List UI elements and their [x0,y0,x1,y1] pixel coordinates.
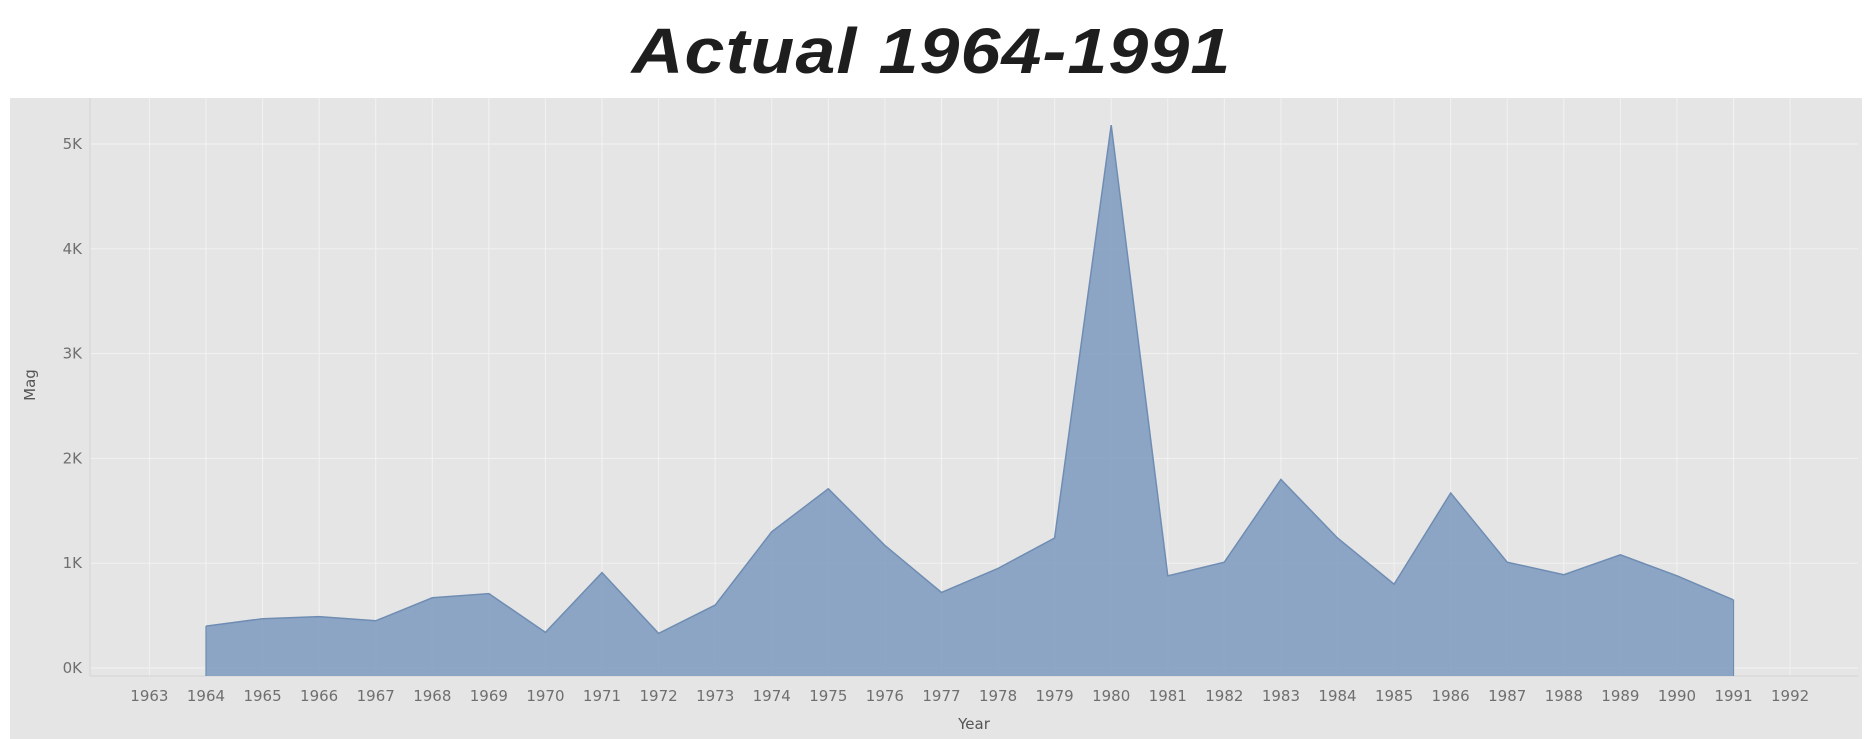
data-point-1975 [826,487,830,491]
data-point-1988 [1562,573,1566,577]
x-tick-label: 1972 [639,687,677,705]
data-point-1972 [657,631,661,635]
data-point-1984 [1336,536,1340,540]
area-line [205,124,1734,635]
y-tick-label: 1K [63,554,84,572]
y-tick-label: 0K [63,659,84,677]
data-point-1974 [770,530,774,534]
x-tick-label: 1978 [979,687,1017,705]
data-point-1980 [1109,123,1113,127]
data-point-1967 [374,619,378,623]
y-tick-label: 5K [63,135,84,153]
data-point-1970 [543,630,547,634]
data-point-1981 [1166,574,1170,578]
x-tick-label: 1992 [1771,687,1809,705]
chart-title: Actual 1964-1991 [631,15,1232,87]
data-point-1966 [317,615,321,619]
x-tick-label: 1976 [866,687,904,705]
x-tick-label: 1973 [696,687,734,705]
x-tick-label: 1982 [1205,687,1243,705]
x-tick-label: 1979 [1036,687,1074,705]
y-tick-label: 3K [63,345,84,363]
data-point-1965 [261,617,265,621]
y-tick-label: 4K [63,240,84,258]
y-axis-ticks: 0K 1K 2K 3K 4K 5K [63,135,84,677]
data-point-1983 [1279,477,1283,481]
data-point-1971 [600,571,604,575]
x-tick-label: 1970 [526,687,564,705]
x-tick-label: 1963 [130,687,168,705]
data-point-1978 [996,566,1000,570]
data-point-1976 [883,543,887,547]
x-tick-label: 1967 [357,687,395,705]
x-tick-label: 1983 [1262,687,1300,705]
x-tick-label: 1977 [922,687,960,705]
data-point-1985 [1392,582,1396,586]
x-tick-label: 1989 [1601,687,1639,705]
x-tick-label: 1988 [1545,687,1583,705]
x-tick-label: 1987 [1488,687,1526,705]
data-point-1973 [713,603,717,607]
x-tick-label: 1968 [413,687,451,705]
x-tick-label: 1984 [1318,687,1356,705]
y-axis-label: Mag [21,369,39,401]
data-point-1969 [487,592,491,596]
x-tick-label: 1981 [1149,687,1187,705]
x-axis-ticks: 1963 1964 1965 1966 1967 1968 1969 1970 1971 1972… [130,687,1809,705]
data-point-1991 [1732,598,1736,602]
x-tick-label: 1965 [243,687,281,705]
x-axis-label: Year [957,715,991,733]
data-point-1986 [1449,491,1453,495]
y-tick-label: 2K [63,449,84,467]
x-tick-label: 1974 [753,687,791,705]
x-tick-label: 1985 [1375,687,1413,705]
data-point-1989 [1618,553,1622,557]
x-tick-label: 1966 [300,687,338,705]
data-point-1990 [1675,574,1679,578]
x-tick-label: 1990 [1658,687,1696,705]
data-point-1979 [1053,536,1057,540]
area-series [204,123,1736,677]
data-point-1987 [1505,560,1509,564]
data-point-1977 [940,591,944,595]
data-point-1968 [430,596,434,600]
x-tick-label: 1986 [1432,687,1470,705]
x-tick-label: 1975 [809,687,847,705]
x-tick-label: 1964 [187,687,225,705]
data-point-1982 [1222,560,1226,564]
x-tick-label: 1969 [470,687,508,705]
data-point-1964 [204,624,208,628]
x-tick-label: 1980 [1092,687,1130,705]
x-tick-label: 1991 [1714,687,1752,705]
x-tick-label: 1971 [583,687,621,705]
area-fill [205,125,1734,677]
